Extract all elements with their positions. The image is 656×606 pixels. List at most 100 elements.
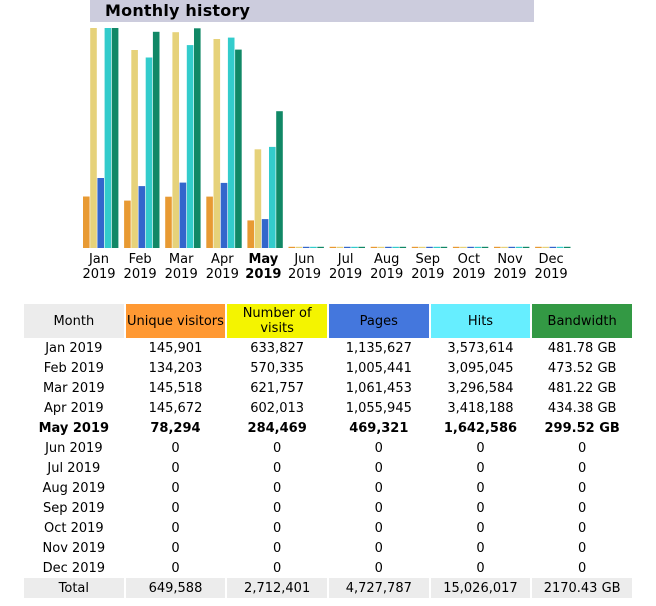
cell-month: May 2019 [38,420,110,436]
cell-bandwidth: 434.38 GB [547,400,617,416]
bar-unique-visitors [452,246,460,248]
cell-visits: 0 [273,560,282,576]
bar-hits [433,246,440,248]
table-row: Sep 2019 0 0 0 0 0 [24,498,632,518]
cell-visits: 621,757 [250,380,305,396]
cell-pages: 0 [374,540,383,556]
month-year: 2019 [123,267,157,282]
cell-hits: 3,573,614 [447,340,514,356]
cell-month: Oct 2019 [43,520,104,536]
table-row: May 2019 78,294 284,469 469,321 1,642,586 299… [24,418,632,438]
month-label: Oct 2019 [449,252,489,282]
total-bandwidth: 2170.43 GB [532,578,632,598]
cell-pages: 1,055,945 [345,400,412,416]
cell-month: Apr 2019 [43,400,104,416]
bar-unique-visitors [288,246,296,248]
bar-hits [186,45,194,248]
month-name: Dec [538,252,564,267]
month-name: Oct [457,252,481,267]
cell-bandwidth: 481.78 GB [547,340,617,356]
cell-month: Jul 2019 [47,460,101,476]
cell-hits: 0 [476,500,485,516]
bar-pages [138,186,146,248]
month-name: Jun [294,252,315,267]
bar-number-of-visits [254,149,262,248]
month-label: Jun 2019 [285,252,325,282]
section-title: Monthly history [105,1,251,20]
cell-hits: 3,095,045 [447,360,514,376]
month-label: Feb 2019 [120,252,160,282]
bar-hits [392,246,399,248]
cell-visitors: 145,518 [148,380,203,396]
month-name: Feb [128,252,152,267]
bar-unique-visitors [494,246,501,248]
cell-visitors: 0 [171,500,180,516]
month-name: May [248,252,279,267]
col-header-unique-visitors: Unique visitors [125,304,226,338]
bar-unique-visitors [165,196,172,248]
bar-number-of-visits [501,246,508,248]
month-name: Jul [337,252,354,267]
cell-pages: 1,005,441 [345,360,412,376]
cell-month: Aug 2019 [42,480,106,496]
monthly-stats-table: Month Unique visitors Number of visits P… [22,304,634,598]
cell-visits: 284,469 [247,420,307,436]
bar-hits [556,246,564,248]
bar-hits [515,246,523,248]
cell-hits: 0 [476,560,485,576]
bar-hits [104,28,112,248]
table-row: Nov 2019 0 0 0 0 0 [24,538,632,558]
cell-month: Mar 2019 [42,380,105,396]
bar-pages [344,246,351,248]
bar-bandwidth [194,28,201,248]
cell-bandwidth: 0 [578,540,587,556]
bar-bandwidth [317,246,324,248]
bar-bandwidth [563,246,571,248]
bar-hits [227,37,235,248]
cell-visits: 0 [273,520,282,536]
cell-visitors: 0 [171,520,180,536]
bar-hits [474,246,482,248]
col-header-pages: Pages [328,304,429,338]
total-visits: 2,712,401 [227,578,327,598]
cell-visits: 633,827 [250,340,305,356]
bar-number-of-visits [295,246,303,248]
cell-visits: 570,335 [250,360,305,376]
cell-bandwidth: 0 [578,460,587,476]
month-year: 2019 [534,267,568,282]
bar-bandwidth [399,246,407,248]
cell-visitors: 0 [171,480,180,496]
bar-bandwidth [276,111,283,248]
table-header-row: Month Unique visitors Number of visits P… [24,304,632,338]
month-year: 2019 [411,267,445,282]
month-year: 2019 [82,267,116,282]
cell-visitors: 145,901 [148,340,203,356]
month-label: Nov 2019 [490,252,530,282]
month-label: May 2019 [243,252,283,282]
bar-hits [269,146,276,248]
bar-number-of-visits [90,28,97,248]
bar-pages [97,178,104,248]
bar-bandwidth [481,246,489,248]
month-name: Sep [415,252,441,267]
month-year: 2019 [329,267,363,282]
cell-hits: 0 [476,480,485,496]
total-hits: 15,026,017 [430,578,531,598]
month-label: Jan 2019 [79,252,119,282]
cell-bandwidth: 473.52 GB [547,360,617,376]
cell-visits: 0 [273,480,282,496]
bar-pages [302,246,310,248]
cell-month: Jan 2019 [45,340,103,356]
monthly-history-chart [83,28,571,249]
cell-pages: 0 [374,560,383,576]
bar-number-of-visits [460,246,467,248]
cell-visits: 0 [273,440,282,456]
cell-month: Dec 2019 [42,560,106,576]
bar-hits [145,57,153,248]
table-row: Jun 2019 0 0 0 0 0 [24,438,632,458]
month-name: Jan [88,252,110,267]
cell-visits: 0 [273,460,282,476]
month-name: Aug [373,252,400,267]
month-year: 2019 [245,267,282,282]
month-name: Apr [211,252,234,267]
